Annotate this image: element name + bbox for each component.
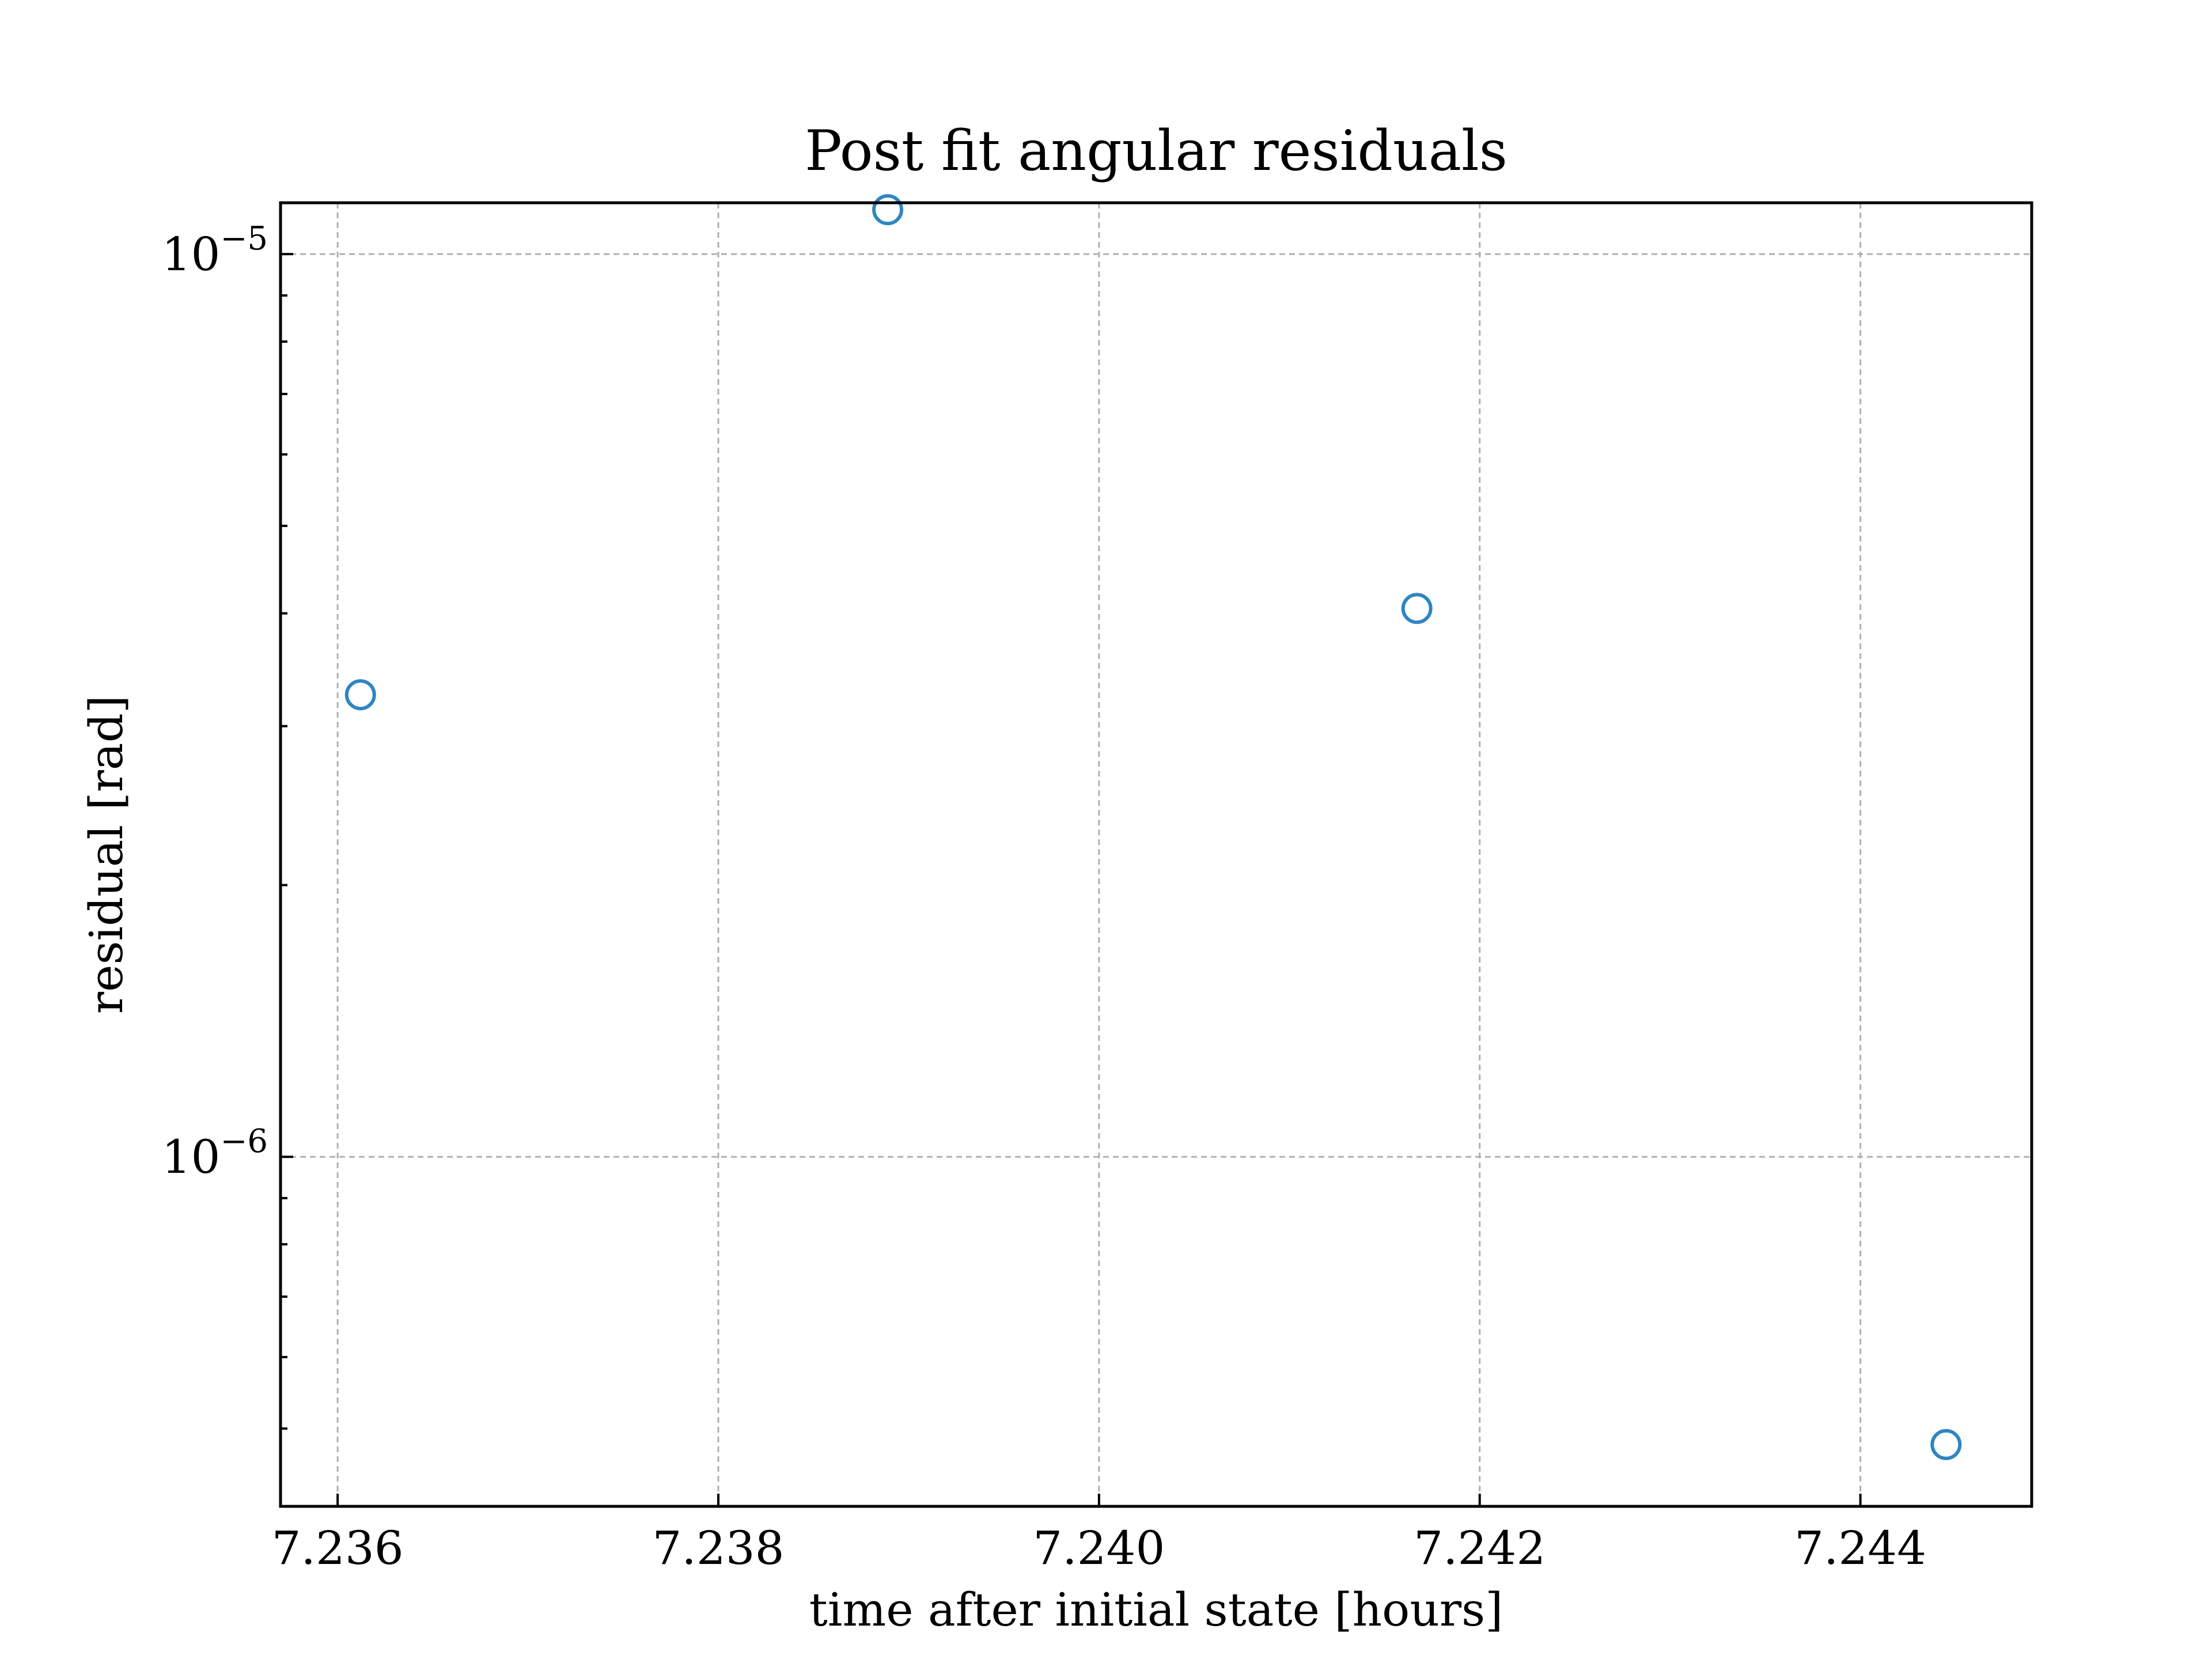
y-tick-label: 10−5 (162, 220, 268, 281)
data-point (872, 194, 904, 226)
plot-frame (279, 201, 2033, 1508)
x-axis-label: time after initial state [hours] (809, 1583, 1503, 1637)
x-tick-label: 7.238 (652, 1521, 784, 1575)
y-axis-label: residual [rad] (79, 695, 133, 1014)
data-point (344, 679, 376, 711)
data-point (1930, 1429, 1962, 1460)
x-tick-label: 7.242 (1414, 1521, 1546, 1575)
grid-layer (281, 203, 2032, 1506)
data-point (1401, 593, 1433, 624)
y-tick-label: 10−6 (162, 1123, 268, 1184)
chart-title: Post fit angular residuals (805, 119, 1508, 183)
x-tick-label: 7.244 (1794, 1521, 1926, 1575)
x-tick-label: 7.240 (1033, 1521, 1165, 1575)
x-tick-label: 7.236 (272, 1521, 404, 1575)
data-points (344, 194, 1962, 1460)
tick-labels: 7.236 7.238 7.240 7.242 7.244 10−6 10−5 (162, 220, 1926, 1575)
axis-ticks (281, 253, 1862, 1506)
